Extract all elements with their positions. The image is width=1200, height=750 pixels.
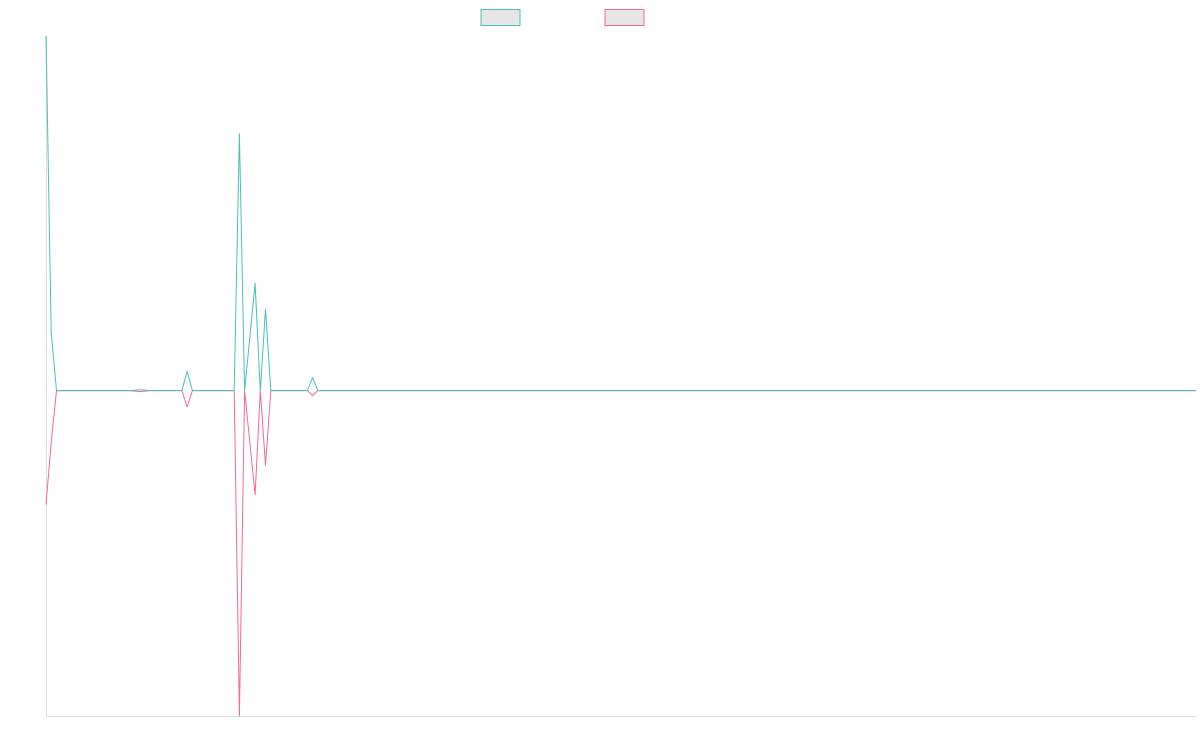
series-line-a [45,35,1196,392]
series-line-b [45,390,1196,717]
legend-swatch-series-a[interactable] [480,9,521,26]
axes [46,36,1196,717]
legend [480,9,645,26]
legend-swatch-series-b[interactable] [604,9,645,26]
series-layer [45,35,1196,717]
